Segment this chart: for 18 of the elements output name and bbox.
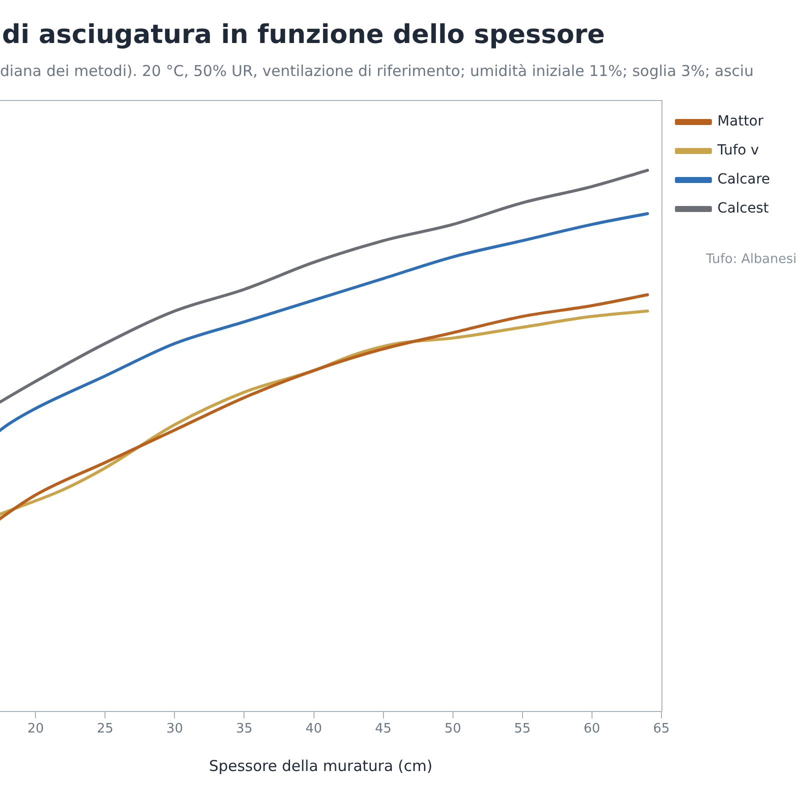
x-tick-label: 40 [305, 722, 322, 737]
x-tick-label: 50 [444, 722, 462, 737]
x-tick-label: 55 [514, 722, 531, 737]
x-tick-label: 65 [653, 722, 670, 737]
chart-title: di asciugatura in funzione dello spessore [2, 20, 605, 50]
x-tick-label: 35 [236, 722, 252, 737]
x-tick-label: 45 [375, 722, 392, 737]
legend-label: Calcare [717, 172, 770, 188]
x-axis-title: Spessore della muratura (cm) [208, 756, 432, 775]
x-tick-label: 60 [584, 722, 600, 737]
text: Tufo: Albanesi [706, 252, 797, 267]
legend-label: Mattor [717, 114, 764, 130]
legend-label: Calcest [717, 200, 770, 217]
legend-label: Tufo v [716, 142, 759, 159]
x-tick-label: 25 [96, 722, 114, 737]
x-tick-label: 20 [27, 722, 44, 737]
x-tick-label: 30 [166, 722, 183, 737]
chart-subtitle: diana dei metodi). 20 °C, 50% UR, ventilazione di riferimento; umidità iniziale 11%; soglia 3%; asciu [0, 62, 754, 80]
